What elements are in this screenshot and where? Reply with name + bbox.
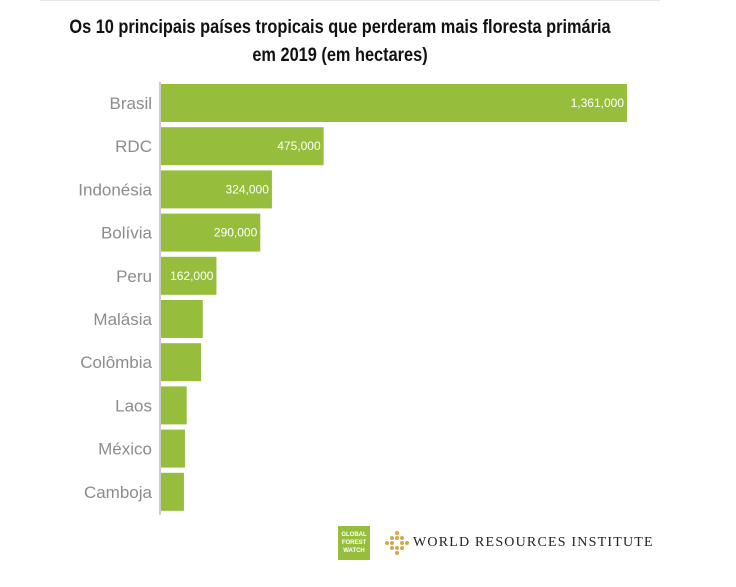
data-label: 475,000 — [277, 139, 321, 153]
data-label: 1,361,000 — [571, 96, 625, 110]
bar-8 — [161, 429, 185, 468]
bar-6 — [161, 343, 202, 382]
category-label: Laos — [115, 396, 152, 415]
global-forest-watch-logo: GLOBAL FOREST WATCH — [338, 526, 370, 560]
data-label: 324,000 — [226, 182, 270, 196]
category-label: Brasil — [109, 94, 152, 113]
bar-4 — [161, 256, 217, 295]
bar-5 — [161, 300, 203, 338]
bar-2 — [161, 170, 272, 209]
category-label: Bolívia — [101, 224, 153, 243]
category-label: RDC — [115, 137, 152, 156]
category-label: México — [98, 440, 152, 459]
data-label: 162,000 — [170, 269, 214, 283]
bar-9 — [161, 472, 184, 511]
bar-0 — [161, 84, 627, 122]
category-label: Peru — [116, 267, 152, 286]
category-label: Malásia — [93, 310, 152, 329]
chart-title: Os 10 principais países tropicais que pe… — [69, 17, 611, 66]
wri-logo-icon — [385, 531, 409, 555]
category-label: Camboja — [84, 483, 153, 502]
bar-3 — [161, 213, 261, 252]
category-label: Colômbia — [80, 353, 152, 372]
category-label: Indonésia — [78, 180, 152, 199]
wri-logo-text: WORLD RESOURCES INSTITUTE — [413, 535, 654, 550]
bar-1 — [161, 127, 324, 166]
top-divider — [40, 0, 660, 1]
data-label: 290,000 — [214, 226, 258, 240]
bar-7 — [161, 386, 187, 425]
